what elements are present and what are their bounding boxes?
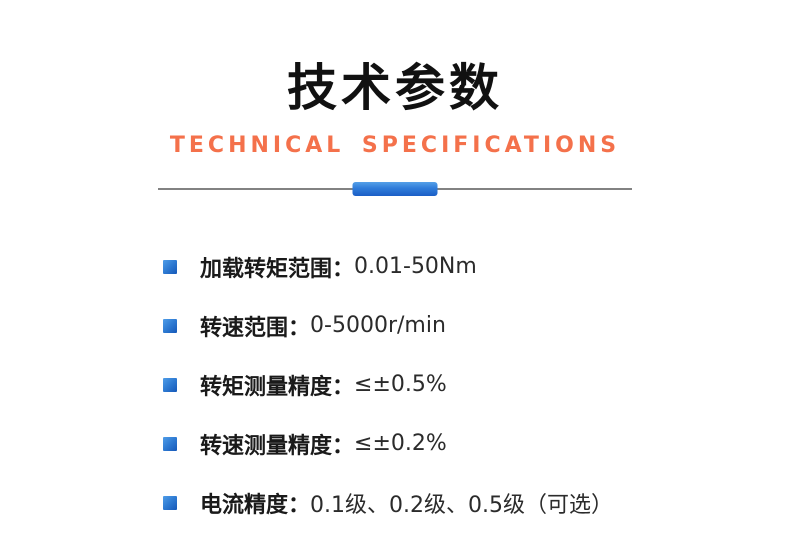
- spec-label: 加载转矩范围：: [200, 256, 355, 282]
- page-title: 技术参数: [287, 59, 503, 117]
- spec-value: ≤±0.5%: [354, 372, 447, 397]
- spec-label: 转矩测量精度：: [200, 374, 355, 400]
- bullet-square-icon: [163, 495, 177, 510]
- spec-item: 转速范围： 0-5000r/min: [163, 296, 790, 355]
- bullet-square-icon: [163, 259, 177, 274]
- bullet-square-icon: [163, 318, 177, 333]
- spec-value: ≤±0.2%: [354, 431, 447, 456]
- spec-label: 转速范围：: [200, 315, 311, 341]
- spec-label: 电流精度：: [200, 492, 311, 518]
- spec-value: 0.01-50Nm: [354, 254, 477, 279]
- spec-list: 加载转矩范围： 0.01-50Nm 转速范围： 0-5000r/min 转矩测量…: [0, 237, 790, 532]
- spec-item: 转速测量精度： ≤±0.2%: [163, 414, 790, 473]
- spec-item: 加载转矩范围： 0.01-50Nm: [163, 237, 790, 296]
- spec-item: 转矩测量精度： ≤±0.5%: [163, 355, 790, 414]
- spec-label: 转速测量精度：: [200, 433, 355, 459]
- bullet-square-icon: [163, 377, 177, 392]
- bullet-square-icon: [163, 436, 177, 451]
- divider-accent-bar: [352, 182, 438, 196]
- section-divider: [158, 182, 632, 196]
- page-subtitle: TECHNICAL SPECIFICATIONS: [169, 133, 621, 158]
- spec-value: 0.1级、0.2级、0.5级（可选）: [310, 492, 613, 518]
- spec-value: 0-5000r/min: [310, 313, 446, 338]
- spec-item: 电流精度： 0.1级、0.2级、0.5级（可选）: [163, 473, 790, 532]
